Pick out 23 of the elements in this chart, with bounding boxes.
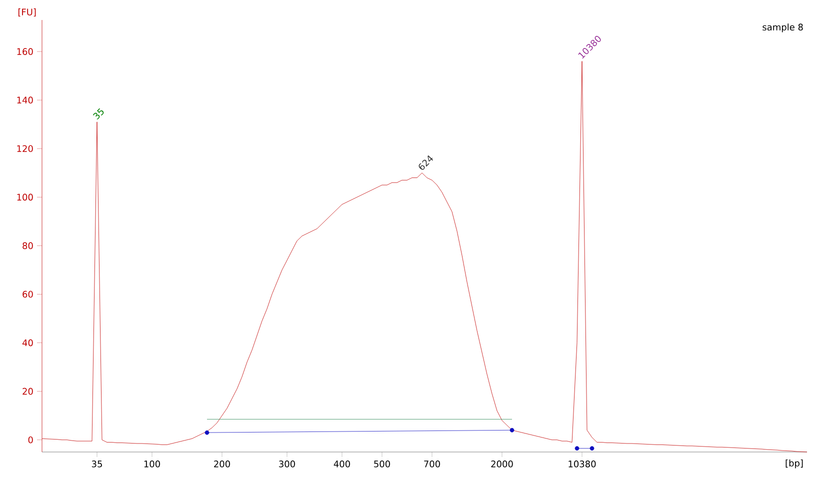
y-tick-label: 100 — [17, 194, 33, 201]
x-tick-label: 100 — [144, 460, 160, 468]
x-axis-title: [bp] — [786, 460, 803, 468]
x-tick-label: 2000 — [491, 460, 513, 468]
y-tick-label: 60 — [22, 290, 33, 298]
y-tick-label: 40 — [22, 339, 33, 346]
x-tick-label: 700 — [424, 460, 440, 468]
y-tick-label: 20 — [22, 388, 33, 395]
x-tick-label: 35 — [92, 460, 102, 468]
y-tick-label: 160 — [17, 48, 33, 55]
x-tick-label: 300 — [279, 460, 295, 468]
y-tick-label: 80 — [22, 242, 33, 250]
annotation: 624 — [418, 155, 434, 170]
x-tick-label: 400 — [334, 460, 350, 468]
y-axis-title: [FU] — [18, 8, 36, 16]
x-tick-label: 500 — [374, 460, 390, 468]
y-tick-label: 0 — [28, 436, 33, 444]
x-tick-label: 10380 — [568, 460, 596, 468]
annotation: 35 — [93, 108, 104, 120]
x-tick-label: 200 — [214, 460, 230, 468]
chart-title: sample 8 — [762, 24, 803, 32]
y-tick-label: 120 — [17, 145, 33, 152]
y-tick-label: 140 — [17, 96, 33, 104]
